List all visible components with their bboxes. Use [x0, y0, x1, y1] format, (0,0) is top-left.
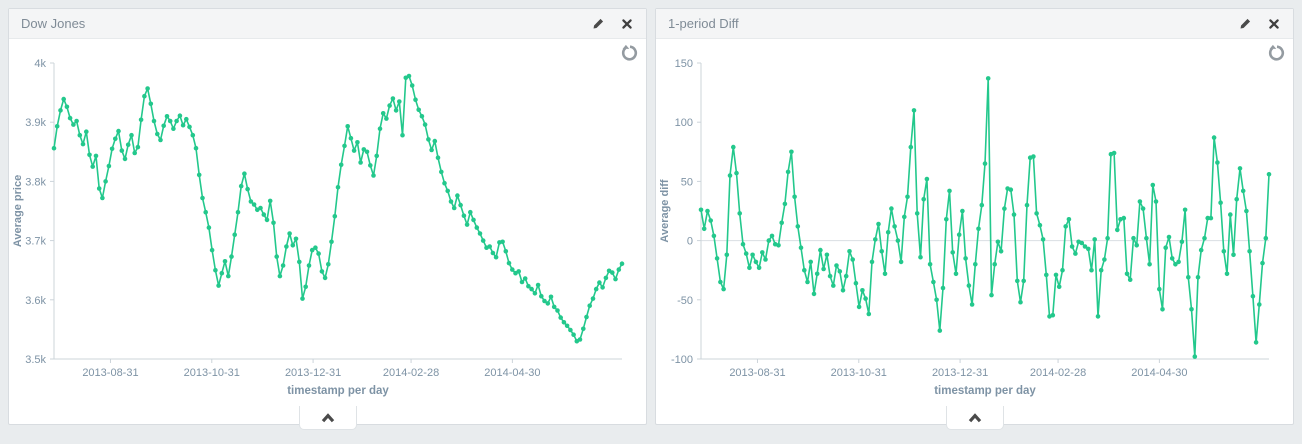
series-points [698, 76, 1272, 359]
y-tick-label: 50 [681, 176, 693, 188]
close-icon[interactable] [1266, 16, 1281, 31]
axis-frame: 150 100 50 0 -50 -100 2013-08-31 2013-10-31 2013… [659, 58, 1269, 397]
panel-body: 4k 3.9k 3.8k 3.7k 3.6k 3.5k 2013-08-31 2013-10-… [9, 39, 646, 430]
x-tick-label: 2014-02-28 [383, 367, 439, 379]
x-tick-label: 2014-04-30 [484, 367, 540, 379]
panel-body: 150 100 50 0 -50 -100 2013-08-31 2013-10-31 2013… [656, 39, 1293, 430]
series-line [700, 77, 1270, 358]
y-tick-label: 3.7k [25, 236, 46, 248]
x-tick-label: 2013-10-31 [184, 367, 240, 379]
x-tick-label: 2013-10-31 [831, 367, 887, 379]
x-tick-label: 2013-12-31 [932, 367, 988, 379]
y-tick-label: 3.8k [25, 176, 46, 188]
y-tick-label: -100 [671, 354, 693, 366]
panel-1-period-diff: 1-period Diff 150 100 50 0 -50 -100 2013-08-31… [655, 8, 1294, 430]
pencil-icon[interactable] [590, 16, 605, 31]
x-tick-label: 2013-08-31 [82, 367, 138, 379]
panel-dow-jones: Dow Jones 4k 3.9k 3.8k 3.7k 3.6k 3.5k 2013-08-… [8, 8, 647, 430]
y-tick-label: 3.6k [25, 295, 46, 307]
panel-title: Dow Jones [21, 16, 86, 31]
x-axis-title: timestamp per day [287, 385, 389, 397]
y-tick-label: 0 [687, 236, 693, 248]
dashboard-row: Dow Jones 4k 3.9k 3.8k 3.7k 3.6k 3.5k 2013-08-… [8, 8, 1294, 430]
y-tick-label: 100 [675, 117, 693, 129]
panel-header: 1-period Diff [656, 9, 1293, 39]
y-tick-label: 4k [34, 58, 46, 70]
circular-arrow-icon[interactable] [621, 44, 639, 62]
series-points [51, 73, 625, 344]
y-tick-label: 3.5k [25, 354, 46, 366]
panel-title: 1-period Diff [668, 16, 739, 31]
chevron-up-icon[interactable] [945, 406, 1004, 430]
y-tick-label: 150 [675, 58, 693, 70]
panel-header: Dow Jones [9, 9, 646, 39]
one-period-diff-chart[interactable]: 150 100 50 0 -50 -100 2013-08-31 2013-10-31 2013… [656, 47, 1293, 409]
x-tick-label: 2013-08-31 [729, 367, 785, 379]
x-tick-label: 2013-12-31 [285, 367, 341, 379]
x-tick-label: 2014-04-30 [1131, 367, 1187, 379]
dow-jones-chart[interactable]: 4k 3.9k 3.8k 3.7k 3.6k 3.5k 2013-08-31 2013-10-… [9, 47, 646, 409]
x-tick-label: 2014-02-28 [1030, 367, 1086, 379]
y-tick-label: -50 [677, 295, 693, 307]
close-icon[interactable] [619, 16, 634, 31]
y-axis-title: Average price [12, 175, 24, 247]
pencil-icon[interactable] [1237, 16, 1252, 31]
axis-frame: 4k 3.9k 3.8k 3.7k 3.6k 3.5k 2013-08-31 2013-10-… [12, 58, 622, 397]
x-axis-title: timestamp per day [934, 385, 1036, 397]
y-tick-label: 3.9k [25, 117, 46, 129]
y-axis-title: Average diff [659, 179, 671, 243]
series-line [53, 75, 623, 343]
circular-arrow-icon[interactable] [1268, 44, 1286, 62]
chevron-up-icon[interactable] [298, 406, 357, 430]
